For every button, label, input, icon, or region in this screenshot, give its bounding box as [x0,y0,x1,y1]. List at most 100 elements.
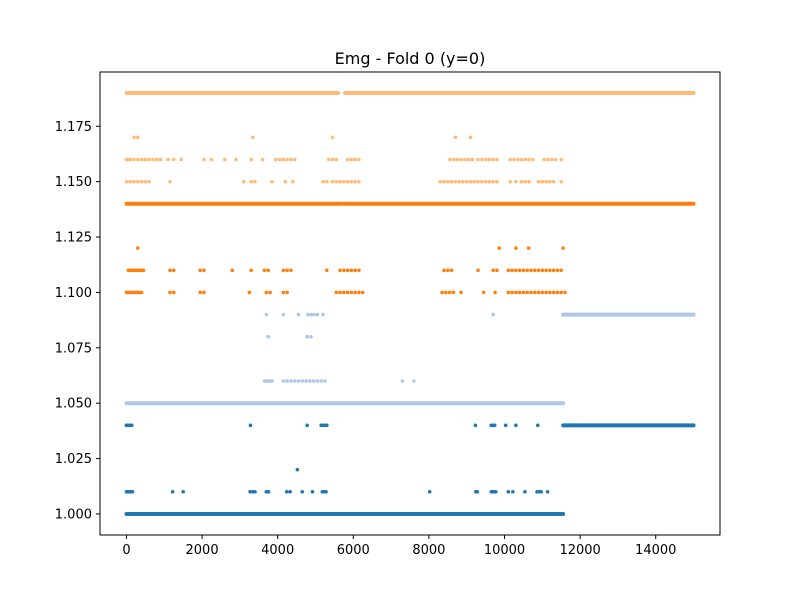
series-2-point-0 [136,246,140,250]
series-2-point-68 [268,290,272,295]
series-3-point-33 [330,157,335,162]
series-3-point-107 [523,179,528,184]
series-1-point-25 [311,379,316,383]
series-2-point-29 [349,268,354,273]
series-2-point-67 [264,290,269,295]
series-2-point-36 [491,268,495,273]
series-1-point-11 [309,334,313,339]
series-3-point-106 [519,179,524,184]
series-3-point-103 [495,179,499,184]
series-3-point-2 [250,135,255,140]
series-3-point-76 [283,179,288,184]
series-2-point-92 [529,290,533,295]
series-1-point-26 [315,379,320,383]
series-0-point-40 [475,490,480,494]
series-1-point-10 [305,334,309,339]
series-1-point-22 [300,379,305,383]
x-tick-label-0: 0 [122,543,130,558]
series-3-point-8 [128,157,133,162]
series-2-point-99 [555,290,560,295]
series-1-point-6 [315,312,320,317]
series-1 [124,312,696,406]
series-1-point-7 [321,312,325,317]
series-3-point-37 [353,157,357,162]
series-2-point-98 [551,290,556,295]
series-2-point-25 [325,268,329,273]
series-3-point-31 [292,157,297,162]
series-2-point-41 [517,268,522,273]
series-0-point-25 [181,490,185,494]
series-3-point-79 [325,179,329,184]
series-2-point-39 [510,268,514,273]
series-3-point-54 [515,157,520,162]
series-3-point-99 [480,179,484,184]
series-2-point-47 [540,268,545,273]
series-0-point-30 [266,490,271,494]
series-3-point-23 [234,157,238,162]
series-3-point-13 [147,157,151,162]
series-2-point-84 [481,290,486,295]
y-tick-label-0: 1.000 [55,507,92,522]
series-2-point-69 [281,290,286,295]
series-0-point-47 [523,490,527,494]
x-tick-label-3: 6000 [337,543,370,558]
series-0-point-23 [130,490,135,494]
series-2-point-26 [338,268,342,273]
series-3-point-68 [139,179,144,184]
series-2-point-81 [447,290,452,295]
series-3-point-86 [353,179,357,184]
series-2-point-30 [353,268,357,273]
series-3-point-112 [548,179,552,184]
series-3-point-60 [546,157,550,162]
series-layer [124,91,696,516]
series-0-point-44 [494,490,498,494]
series-2-point-101 [563,290,567,295]
series-1-point-9 [266,334,271,339]
series-3-point-113 [551,179,556,184]
series-3-point-17 [166,157,170,162]
series-3-point-72 [241,179,246,184]
y-tick-label-2: 1.050 [55,397,92,412]
series-3-point-26 [273,157,278,162]
series-2-point-75 [349,290,354,295]
series-2-point-79 [440,290,444,295]
series-1-point-1 [281,312,286,317]
series-2-point-27 [342,268,346,273]
series-0-point-32 [288,490,292,494]
series-3-point-67 [136,179,140,184]
series-2-point-93 [532,290,537,295]
series-2-point-88 [514,290,518,295]
series-2-point-76 [353,290,357,295]
series-2-point-48 [544,268,548,273]
plot-frame [99,71,721,536]
series-3-point-104 [508,179,512,184]
series-3-point-16 [158,157,163,162]
series-3-point-19 [179,157,184,162]
series-3-point-24 [249,157,254,162]
series-1-point-5 [312,312,316,317]
series-2-point-85 [493,290,497,295]
series-3-point-109 [536,179,541,184]
series-3-point-12 [143,157,148,162]
series-0-point-11 [473,423,478,428]
series-2-point-97 [548,290,552,295]
series-3-point-77 [291,179,295,184]
x-tick-label-4: 8000 [412,543,445,558]
series-3-point-21 [209,157,214,162]
series-3-point-9 [132,157,136,162]
series-3-point-14 [151,157,155,162]
series-3-point-1 [136,135,140,140]
series-3-point-92 [453,179,458,184]
series-2-point-19 [249,268,254,273]
series-0-point-50 [539,490,543,494]
series-3-point-108 [527,179,531,184]
series-2-point-23 [285,268,289,273]
series-3-point-44 [466,157,471,162]
series-2-point-86 [506,290,511,295]
series-0-point-31 [284,490,289,494]
series-2-point-63 [171,290,176,295]
series-2-point-80 [444,290,448,295]
series-2-point-43 [525,268,529,273]
series-3-point-36 [349,157,354,162]
series-2-point-38 [506,268,511,273]
